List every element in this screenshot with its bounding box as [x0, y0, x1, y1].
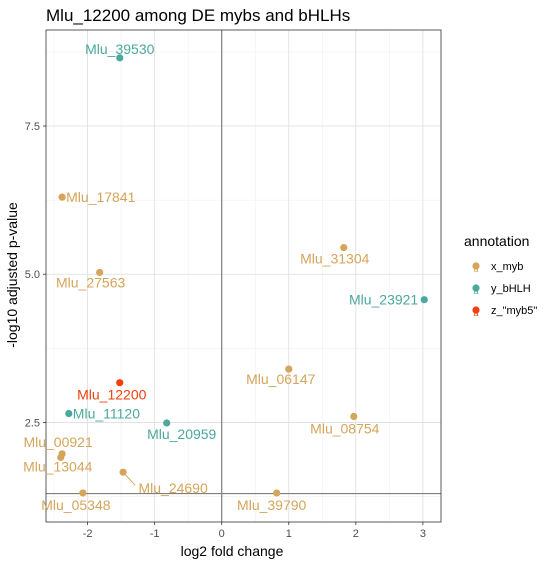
points-layer: Mlu_39530 Mlu_17841 Mlu_27563 Mlu_31304 Mlu_…	[23, 41, 428, 513]
data-point-label: Mlu_13044	[23, 458, 92, 474]
data-point	[58, 193, 66, 201]
legend-label: z_"myb5"	[491, 305, 537, 317]
data-point	[163, 419, 171, 427]
data-point-label: Mlu_06147	[246, 371, 315, 387]
panel-background	[46, 30, 441, 522]
x-tick-label: 1	[286, 528, 292, 540]
data-point	[340, 243, 348, 252]
data-point-label: Mlu_08754	[310, 420, 379, 436]
data-point-label: Mlu_12200	[77, 387, 146, 403]
y-tick-label: 7.5	[25, 121, 40, 133]
data-point-label: Mlu_20959	[147, 426, 216, 442]
data-point	[79, 489, 87, 497]
data-point-label: Mlu_39530	[85, 41, 154, 57]
data-point	[119, 468, 127, 476]
data-point	[420, 296, 428, 304]
data-point	[285, 365, 293, 373]
legend-key	[472, 306, 480, 314]
legend-key-letter: a	[473, 308, 478, 318]
data-point	[96, 268, 104, 277]
legend-key-letter: a	[473, 286, 478, 296]
data-point	[273, 489, 281, 497]
x-axis-title: log2 fold change	[181, 543, 284, 559]
data-point-label: Mlu_24690	[138, 480, 207, 496]
legend-key	[472, 262, 480, 270]
x-tick-label: -2	[83, 528, 93, 540]
y-tick-label: 5.0	[25, 269, 40, 281]
data-point	[65, 409, 73, 418]
data-point	[57, 453, 65, 461]
data-point-label: Mlu_11120	[73, 406, 140, 422]
legend-key	[472, 284, 480, 292]
legend-label: y_bHLH	[491, 283, 531, 295]
chart-title: Mlu_12200 among DE mybs and bHLHs	[46, 6, 350, 25]
panel-border	[45, 29, 442, 523]
data-point-label: Mlu_17841	[66, 189, 135, 205]
plot-panel: -2 -1 0 1 2 3 2.5 5.0 7.5 Mlu_39530 Mlu_17841 Mlu_2…	[23, 29, 442, 540]
data-point	[116, 379, 124, 387]
data-point	[116, 54, 124, 62]
legend-key-letter: a	[473, 264, 478, 274]
data-point-label: Mlu_31304	[300, 251, 369, 267]
y-axis-title: -log10 adjusted p-value	[4, 202, 20, 348]
x-tick-label: 2	[353, 528, 359, 540]
data-point-label: Mlu_27563	[56, 274, 125, 290]
x-tick-label: 0	[219, 528, 225, 540]
data-point-label: Mlu_23921	[349, 292, 418, 308]
x-tick-label: -1	[150, 528, 160, 540]
data-point-label: Mlu_00921	[23, 434, 92, 450]
y-tick-label: 2.5	[25, 417, 40, 429]
legend-title: annotation	[464, 233, 529, 249]
data-point-label: Mlu_39790	[237, 497, 306, 513]
data-point	[350, 412, 358, 421]
data-point-label: Mlu_05348	[41, 497, 110, 513]
x-tick-label: 3	[420, 528, 426, 540]
legend-label: x_myb	[491, 261, 523, 273]
